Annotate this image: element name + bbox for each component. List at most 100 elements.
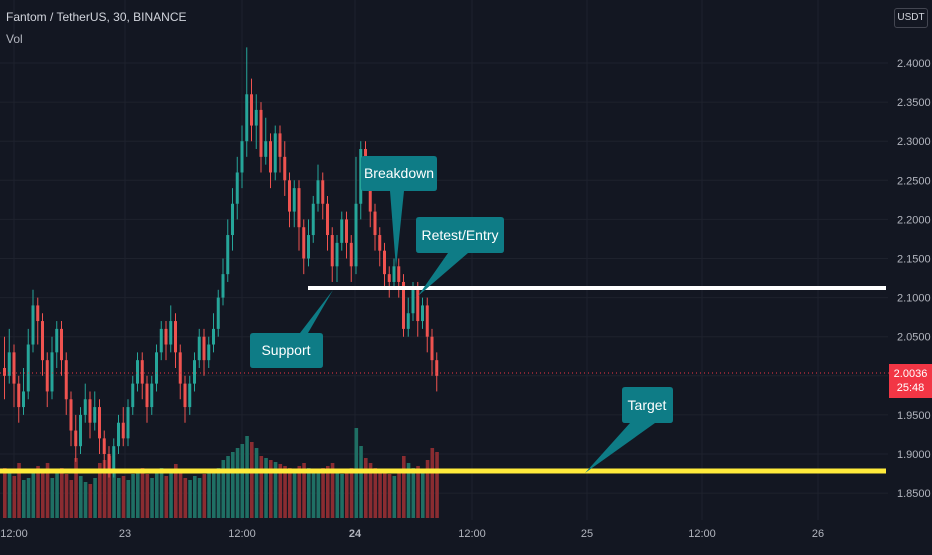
candle-countdown: 25:48 <box>896 382 925 394</box>
candle-body <box>302 227 306 259</box>
candle-body <box>193 360 196 384</box>
candle-body <box>221 274 225 298</box>
volume-bar <box>155 472 159 518</box>
current-price-tag: 2.0036 25:48 <box>889 364 932 398</box>
volume-bar <box>36 466 40 518</box>
volume-bar <box>178 472 183 518</box>
candle-body <box>140 360 144 384</box>
price-tick: 2.2000 <box>897 214 931 226</box>
volume-bar <box>250 442 254 518</box>
candle-body <box>421 305 424 322</box>
volume-bar <box>288 468 292 518</box>
volume-bar <box>378 470 382 518</box>
volume-bar <box>159 468 164 518</box>
candle-body <box>36 305 40 322</box>
candle-body <box>12 352 16 384</box>
volume-bar <box>368 463 373 518</box>
candle-body <box>3 367 6 376</box>
candle-body <box>93 407 97 423</box>
callout-breakdown[interactable]: Breakdown <box>361 156 437 268</box>
volume-bar <box>55 472 59 518</box>
volume-bar <box>140 468 145 518</box>
time-axis[interactable]: 12:00 23 12:00 24 12:00 25 12:00 26 <box>0 528 824 540</box>
volume-bar <box>50 478 55 518</box>
volume-bar <box>240 444 245 518</box>
volume-bar <box>121 476 126 518</box>
candle-body <box>74 430 78 447</box>
candle-body <box>60 328 63 361</box>
price-axis[interactable]: 2.4000 2.3500 2.3000 2.2500 2.2000 2.1500 2.10… <box>897 58 931 500</box>
candle-body <box>321 180 325 204</box>
candle-body <box>202 336 206 361</box>
callout-retest[interactable]: Retest/Entry <box>416 217 504 296</box>
candle-body <box>69 399 73 431</box>
candle-body <box>406 313 410 329</box>
price-tick: 2.1500 <box>897 254 931 266</box>
volume-bar <box>69 480 74 518</box>
candle-body <box>235 172 239 204</box>
callout-target[interactable]: Target <box>585 387 673 473</box>
candle-body <box>435 360 439 376</box>
candle-body <box>326 203 329 236</box>
candle-body <box>131 383 135 408</box>
callout-support[interactable]: Support <box>250 290 333 368</box>
candle-body <box>83 399 87 415</box>
price-tick: 2.1000 <box>897 293 931 305</box>
price-tick: 1.8500 <box>897 488 931 500</box>
volume-bar <box>373 468 378 518</box>
candle-body <box>245 94 249 142</box>
candles <box>3 47 439 478</box>
volume-bar <box>183 478 188 518</box>
volume-bar <box>345 472 349 518</box>
candle-body <box>297 188 301 228</box>
candle-body <box>159 328 163 353</box>
time-tick: 24 <box>349 528 362 540</box>
candle-body <box>316 180 320 204</box>
volume-bar <box>273 462 278 518</box>
candle-body <box>354 203 358 267</box>
time-tick: 26 <box>812 528 824 540</box>
volume-bar <box>278 464 283 518</box>
candle-body <box>45 360 49 392</box>
candle-body <box>79 414 82 447</box>
price-tick: 2.3000 <box>897 136 931 148</box>
candle-body <box>259 109 263 157</box>
candle-body <box>41 321 44 361</box>
callout-target-label: Target <box>628 397 667 413</box>
candle-body <box>335 242 339 267</box>
candle-body <box>392 266 396 282</box>
volume-bar <box>31 470 36 518</box>
candle-body <box>330 235 334 267</box>
currency-button[interactable]: USDT <box>894 8 928 28</box>
volume-bar <box>335 470 340 518</box>
candle-body <box>197 336 201 361</box>
candle-body <box>174 321 177 353</box>
volume-bar <box>340 474 344 518</box>
candle-body <box>283 156 287 181</box>
volume-bar <box>245 436 249 518</box>
callout-support-label: Support <box>261 342 310 358</box>
price-tick: 2.0500 <box>897 332 931 344</box>
volume-bar <box>421 470 425 518</box>
candle-body <box>17 383 21 408</box>
candle-body <box>307 235 310 259</box>
volume-bar <box>7 470 12 518</box>
volume-bar <box>26 478 31 518</box>
candle-body <box>345 219 348 243</box>
volume-bar <box>64 474 69 518</box>
volume-bar <box>145 474 150 518</box>
price-tick: 2.3500 <box>897 97 931 109</box>
candle-body <box>98 407 101 439</box>
time-tick: 12:00 <box>458 528 486 540</box>
candle-body <box>136 360 139 384</box>
symbol-title: Fantom / TetherUS, 30, BINANCE <box>6 10 187 24</box>
candle-body <box>359 149 363 204</box>
candle-body <box>226 235 230 275</box>
volume-bar <box>321 468 325 518</box>
candle-body <box>430 336 434 361</box>
volume-bar <box>259 456 264 518</box>
volume-bar <box>435 452 439 518</box>
candle-body <box>240 141 244 173</box>
